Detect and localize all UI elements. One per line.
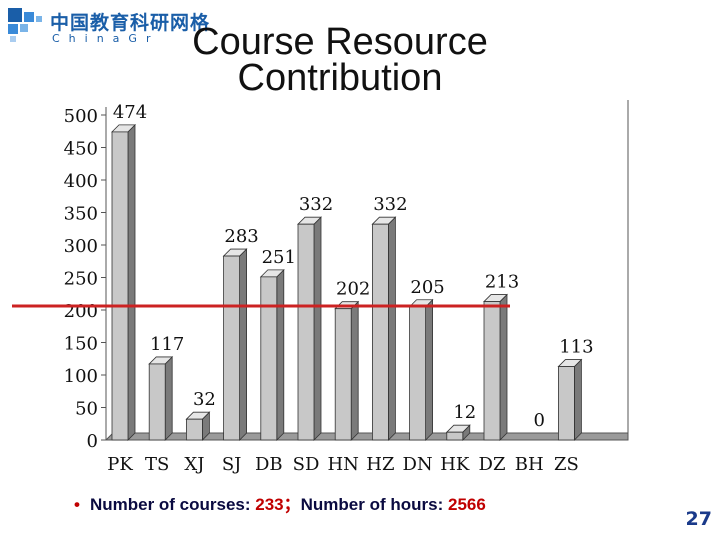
bar-side [276,268,285,441]
y-tick-label: 200 [64,301,98,322]
y-tick-label: 450 [64,139,98,160]
bar-chart: 0 50 100 150 200 250 300 350 400 450 500 474 PK 117 TS… [12,100,629,475]
data-label: 332 [373,194,407,215]
x-tick-label: XJ [184,454,204,475]
title-line-2: Contribution [237,57,443,99]
y-tick-label: 100 [64,366,98,387]
x-tick-label: BH [515,454,544,475]
x-tick-label: PK [107,454,133,475]
bar [260,276,278,441]
data-label: 205 [410,277,444,298]
y-tick-label: 250 [64,269,98,290]
bar-side [425,298,434,441]
courses-value: 233 [255,495,284,514]
x-tick-label: ZS [554,454,579,475]
bar-side [350,300,359,441]
bar-side [313,216,322,441]
logo: 中国教育科研网格 ChinaGr [2,2,209,46]
data-label: 283 [224,226,258,247]
bar-side [164,355,173,441]
y-tick-label: 0 [87,431,98,452]
data-label: 0 [533,410,544,431]
bar [223,255,241,441]
x-tick-label: HN [327,454,358,475]
bar [483,301,501,441]
bullet-marker: • [74,495,80,514]
x-tick-label: HK [440,454,470,475]
bar [185,418,203,441]
bar [558,366,575,441]
y-tick-label: 50 [75,399,98,420]
x-tick-label: HZ [366,454,394,475]
data-label: 12 [453,402,476,423]
data-label: 251 [262,247,296,268]
bar [111,131,129,441]
chart-floor [104,432,629,441]
data-label: 32 [193,389,216,410]
page-title: Course Resource Contribution [130,21,550,99]
page-number: 27 [685,508,712,530]
x-tick-label: DZ [479,454,506,475]
y-tick-label: 300 [64,236,98,257]
data-label: 202 [336,279,370,300]
x-tick-label: SD [293,454,320,475]
hours-label: Number of hours: [300,495,448,514]
bar [409,306,427,441]
x-tick-label: TS [145,454,169,475]
y-tick-label: 500 [64,106,98,127]
logo-name-en: ChinaGr [52,32,160,45]
y-tick-label: 400 [64,171,98,192]
y-tick-label: 350 [64,204,98,225]
logo-name-cn: 中国教育科研网格 [50,12,211,34]
data-label: 113 [559,337,593,358]
data-label: 332 [299,194,333,215]
data-label: 117 [150,334,184,355]
bar-side [239,248,248,441]
bar [371,223,389,441]
y-tick-label: 150 [64,334,98,355]
data-label: 213 [485,272,519,293]
title-line-1: Course Resource [192,21,488,63]
bar-side [387,216,396,441]
hours-value: 2566 [447,495,486,514]
courses-label: Number of courses: [89,495,256,514]
data-label: 474 [113,102,147,123]
summary-separator: ； [283,495,301,514]
grid-logo-icon [8,8,42,42]
bar-side [499,293,508,441]
bar [334,308,352,441]
summary-line: • Number of courses: 233；Number of hours:… [74,490,486,515]
bar [297,223,315,441]
bar [446,431,464,441]
bar-side [574,358,582,441]
x-tick-label: SJ [222,454,242,475]
x-tick-label: DB [255,454,283,475]
bar [148,363,166,441]
bar-side [127,123,136,441]
x-tick-label: DN [403,454,433,475]
